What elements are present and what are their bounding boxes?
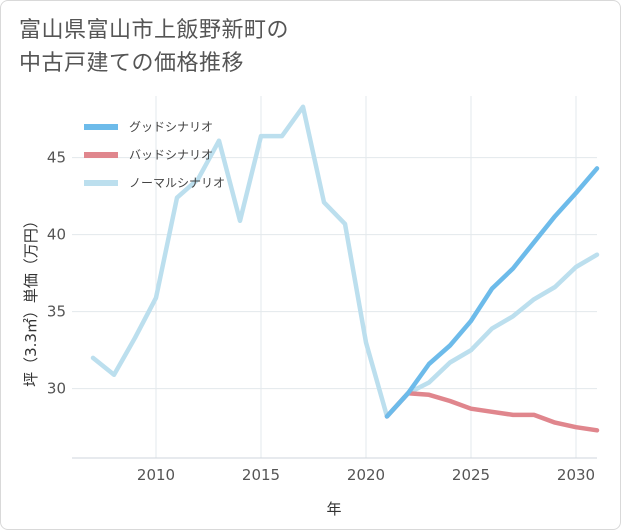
y-tick-label: 30 [47,380,66,398]
y-axis-title: 坪（3.3㎡）単価（万円） [22,213,40,387]
series-layer [90,104,600,433]
x-tick-label: 2020 [347,466,385,484]
chart-title-line-2: 中古戸建ての価格推移 [19,51,245,76]
x-tick-label: 2030 [557,466,595,484]
series-line-2 [384,391,600,433]
x-tick-label: 2025 [452,466,490,484]
y-axis: 30 35 40 45 [47,149,66,398]
legend-label-3: ノーマルシナリオ [129,176,225,190]
series-line-3 [90,104,600,419]
chart-title-line-1: 富山県富山市上飯野新町の [19,18,290,43]
y-tick-label: 40 [47,226,66,244]
grid [72,96,597,458]
y-tick-label: 45 [47,149,66,167]
x-axis: 2010 2015 2020 2025 2030 [72,457,597,484]
chart-title: 富山県富山市上飯野新町の 中古戸建ての価格推移 [19,14,289,80]
x-axis-title: 年 [326,500,341,518]
legend-label-2: バッドシナリオ [129,148,213,162]
series-line-1 [384,166,600,419]
x-tick-label: 2010 [137,466,175,484]
y-tick-label: 35 [47,303,66,321]
legend-label-1: グッドシナリオ [129,120,213,134]
x-tick-label: 2015 [242,466,280,484]
